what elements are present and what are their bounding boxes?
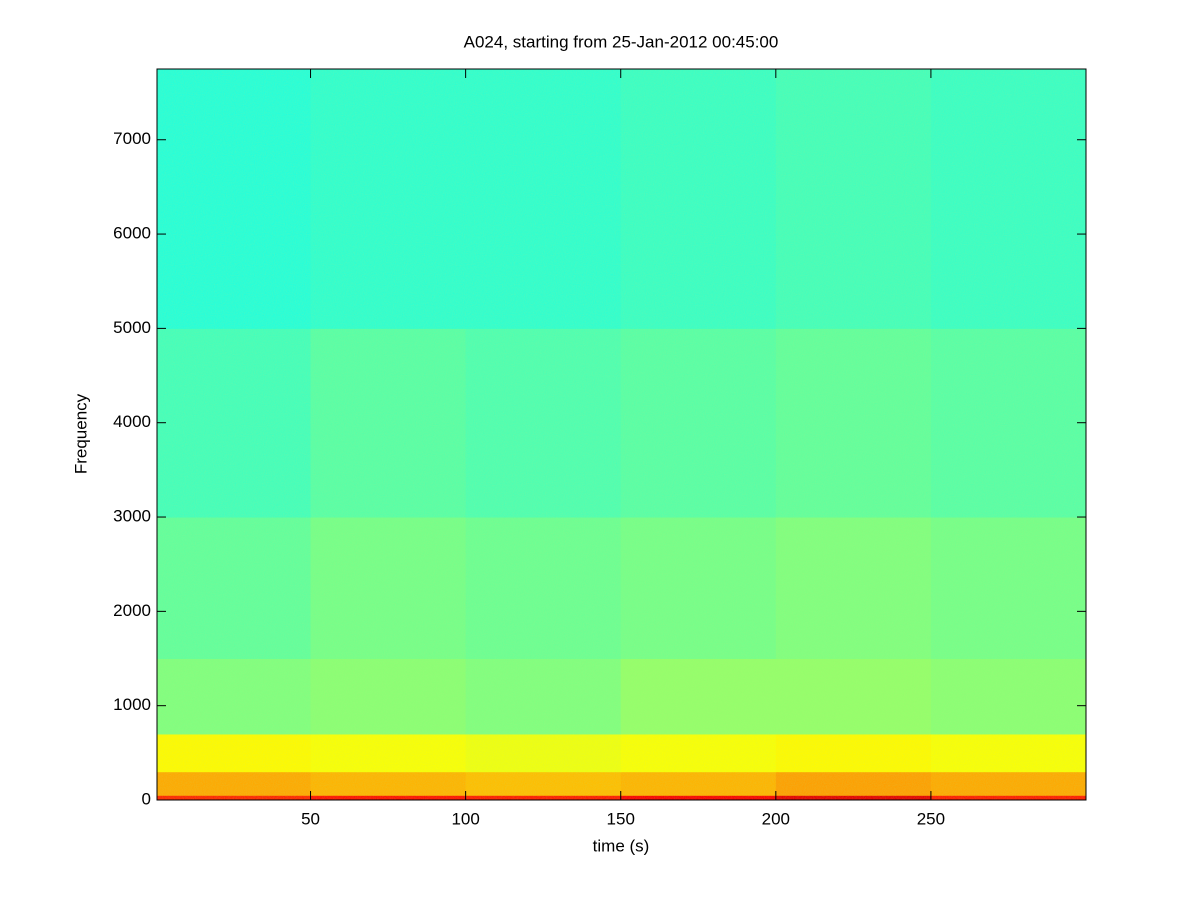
- y-axis-label: Frequency: [71, 393, 90, 474]
- x-tick-label: 100: [451, 809, 479, 828]
- axes: 50 100 150 200 250 0 1000 2000 3000 4000 5000 6000 7…: [113, 69, 1086, 828]
- texture: [157, 69, 1086, 800]
- x-tick-label: 250: [917, 809, 945, 828]
- y-tick-label: 3000: [113, 507, 151, 526]
- x-tick-label: 50: [301, 809, 320, 828]
- plot-frame: [156, 68, 1087, 801]
- y-tick-label: 7000: [113, 129, 151, 148]
- x-axis-label: time (s): [593, 836, 650, 855]
- y-tick-label: 2000: [113, 601, 151, 620]
- y-tick-label: 4000: [113, 412, 151, 431]
- y-tick-label: 1000: [113, 695, 151, 714]
- x-tick-label: 150: [607, 809, 635, 828]
- x-tick-label: 200: [762, 809, 790, 828]
- chart-title: A024, starting from 25-Jan-2012 00:45:00: [464, 32, 779, 51]
- y-tick-label: 5000: [113, 318, 151, 337]
- y-tick-label: 0: [142, 789, 151, 808]
- y-tick-label: 6000: [113, 224, 151, 243]
